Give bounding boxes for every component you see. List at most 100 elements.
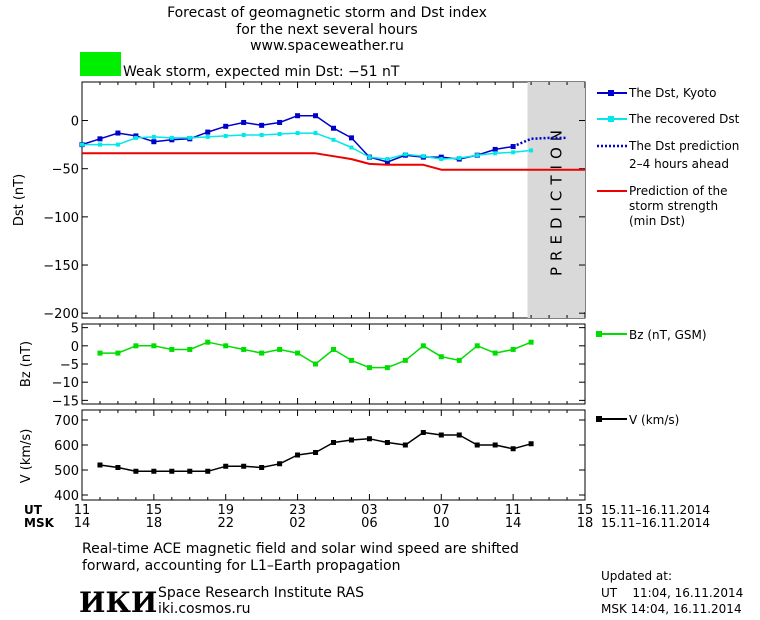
y-tick-label-p0: −100 (43, 211, 79, 226)
data-point-p2-s0 (259, 465, 265, 470)
data-point-p0-s1 (151, 134, 156, 139)
data-point-p1-s0 (205, 339, 211, 345)
data-point-p0-s0 (492, 146, 498, 152)
legend-bz-marker (596, 331, 602, 337)
legend-recovered-label: The recovered Dst (628, 112, 740, 126)
msk-tick-label: 18 (146, 516, 163, 531)
legend-prediction-label-2: 2–4 hours ahead (629, 157, 729, 171)
legend-storm-label-2: storm strength (629, 199, 718, 213)
data-point-p0-s1 (80, 142, 84, 147)
data-point-p0-s1 (133, 135, 138, 140)
data-point-p1-s0 (420, 343, 426, 349)
y-tick-label-p0: 0 (71, 115, 79, 130)
data-point-p1-s0 (295, 350, 301, 356)
data-point-p2-s0 (348, 437, 354, 443)
updated-msk: MSK 14:04, 16.11.2014 (601, 602, 742, 616)
data-point-p2-s0 (528, 441, 534, 447)
data-point-p1-s0 (169, 346, 175, 352)
data-point-p1-s0 (277, 346, 283, 352)
y-tick-label-p0: −150 (43, 259, 79, 274)
storm-status-text: Weak storm, expected min Dst: −51 nT (123, 64, 400, 80)
updated-ut: UT 11:04, 16.11.2014 (601, 586, 743, 600)
ut-tick-label: 11 (74, 503, 91, 518)
ut-tick-label: 23 (289, 503, 306, 518)
y-tick-label-p2: 500 (54, 464, 79, 479)
data-point-p0-s1 (349, 145, 354, 150)
ut-axis-label: UT (24, 503, 43, 517)
y-tick-label-p0: −200 (43, 307, 79, 322)
prediction-band-label: PREDICTION (547, 124, 565, 276)
data-point-p1-s0 (456, 357, 462, 363)
data-point-p0-s0 (259, 122, 265, 128)
legend-kyoto-marker (608, 90, 614, 96)
ut-tick-label: 15 (146, 503, 163, 518)
data-point-p0-s0 (331, 125, 336, 131)
legend-storm-label-1: Prediction of the (629, 184, 728, 198)
series-line-p0-s1 (82, 132, 532, 160)
v-axis-label: V (km/s) (19, 429, 34, 484)
data-point-p2-s0 (313, 450, 319, 455)
v-panel-frame (81, 409, 586, 501)
data-point-p2-s0 (420, 430, 426, 435)
legend-v-marker (596, 416, 602, 422)
data-point-p0-s1 (457, 156, 462, 161)
msk-tick-label: 06 (361, 516, 378, 531)
data-point-p0-s0 (151, 139, 157, 145)
footer-note-line-2: forward, accounting for L1–Earth propaga… (82, 558, 401, 574)
prediction-band (527, 82, 585, 318)
data-point-p0-s1 (115, 142, 120, 147)
updated-label: Updated at: (601, 569, 672, 583)
ut-tick-label: 19 (217, 503, 234, 518)
data-point-p0-s1 (97, 142, 102, 147)
institute-name: Space Research Institute RAS (158, 585, 364, 601)
data-point-p0-s1 (259, 132, 264, 137)
data-point-p1-s0 (528, 339, 534, 345)
msk-tick-label: 02 (289, 516, 306, 531)
data-point-p2-s0 (205, 468, 211, 474)
data-point-p2-s0 (456, 432, 462, 438)
data-point-p0-s0 (241, 119, 247, 125)
data-point-p0-s1 (529, 148, 534, 153)
data-point-p2-s0 (223, 463, 229, 469)
data-point-p0-s0 (313, 113, 319, 119)
y-tick-label-p1: 5 (71, 322, 79, 337)
data-point-p0-s1 (511, 150, 516, 155)
series-line-p0-s3 (82, 152, 585, 171)
y-tick-label-p1: −10 (52, 376, 79, 391)
data-point-p2-s0 (510, 446, 516, 452)
data-point-p0-s1 (331, 137, 336, 142)
data-point-p0-s1 (223, 133, 228, 138)
data-point-p1-s0 (474, 343, 480, 349)
y-tick-label-p0: −50 (52, 163, 79, 178)
bz-panel-frame (81, 323, 586, 405)
data-point-p0-s0 (295, 113, 301, 119)
ut-tick-label: 11 (505, 503, 522, 518)
legend-kyoto-label: The Dst, Kyoto (628, 86, 716, 100)
data-point-p1-s0 (151, 343, 157, 349)
msk-tick-label: 10 (433, 516, 450, 531)
data-point-p0-s0 (223, 123, 229, 129)
data-point-p1-s0 (133, 343, 139, 349)
series-line-p0-s2 (512, 136, 567, 148)
bz-axis-label: Bz (nT) (19, 341, 34, 387)
data-point-p0-s1 (385, 157, 390, 162)
data-point-p2-s0 (331, 440, 336, 445)
data-point-p1-s0 (259, 350, 265, 356)
series-line-p0-s0 (81, 114, 514, 163)
msk-tick-label: 14 (74, 516, 91, 531)
data-point-p0-s1 (205, 134, 210, 139)
data-point-p1-s0 (348, 357, 354, 363)
msk-axis-label: MSK (24, 516, 55, 530)
data-point-p0-s1 (169, 135, 174, 140)
data-point-p2-s0 (115, 465, 121, 470)
y-tick-label-p1: −15 (52, 394, 79, 409)
chart-title-line-2: for the next several hours (236, 22, 417, 38)
data-point-p1-s0 (313, 361, 319, 367)
y-tick-label-p1: −5 (60, 358, 79, 373)
msk-tick-label: 22 (217, 516, 234, 531)
msk-tick-label: 14 (505, 516, 522, 531)
msk-tick-label: 18 (577, 516, 594, 531)
msk-date-range: 15.11–16.11.2014 (601, 516, 710, 530)
data-point-p1-s0 (97, 350, 103, 356)
